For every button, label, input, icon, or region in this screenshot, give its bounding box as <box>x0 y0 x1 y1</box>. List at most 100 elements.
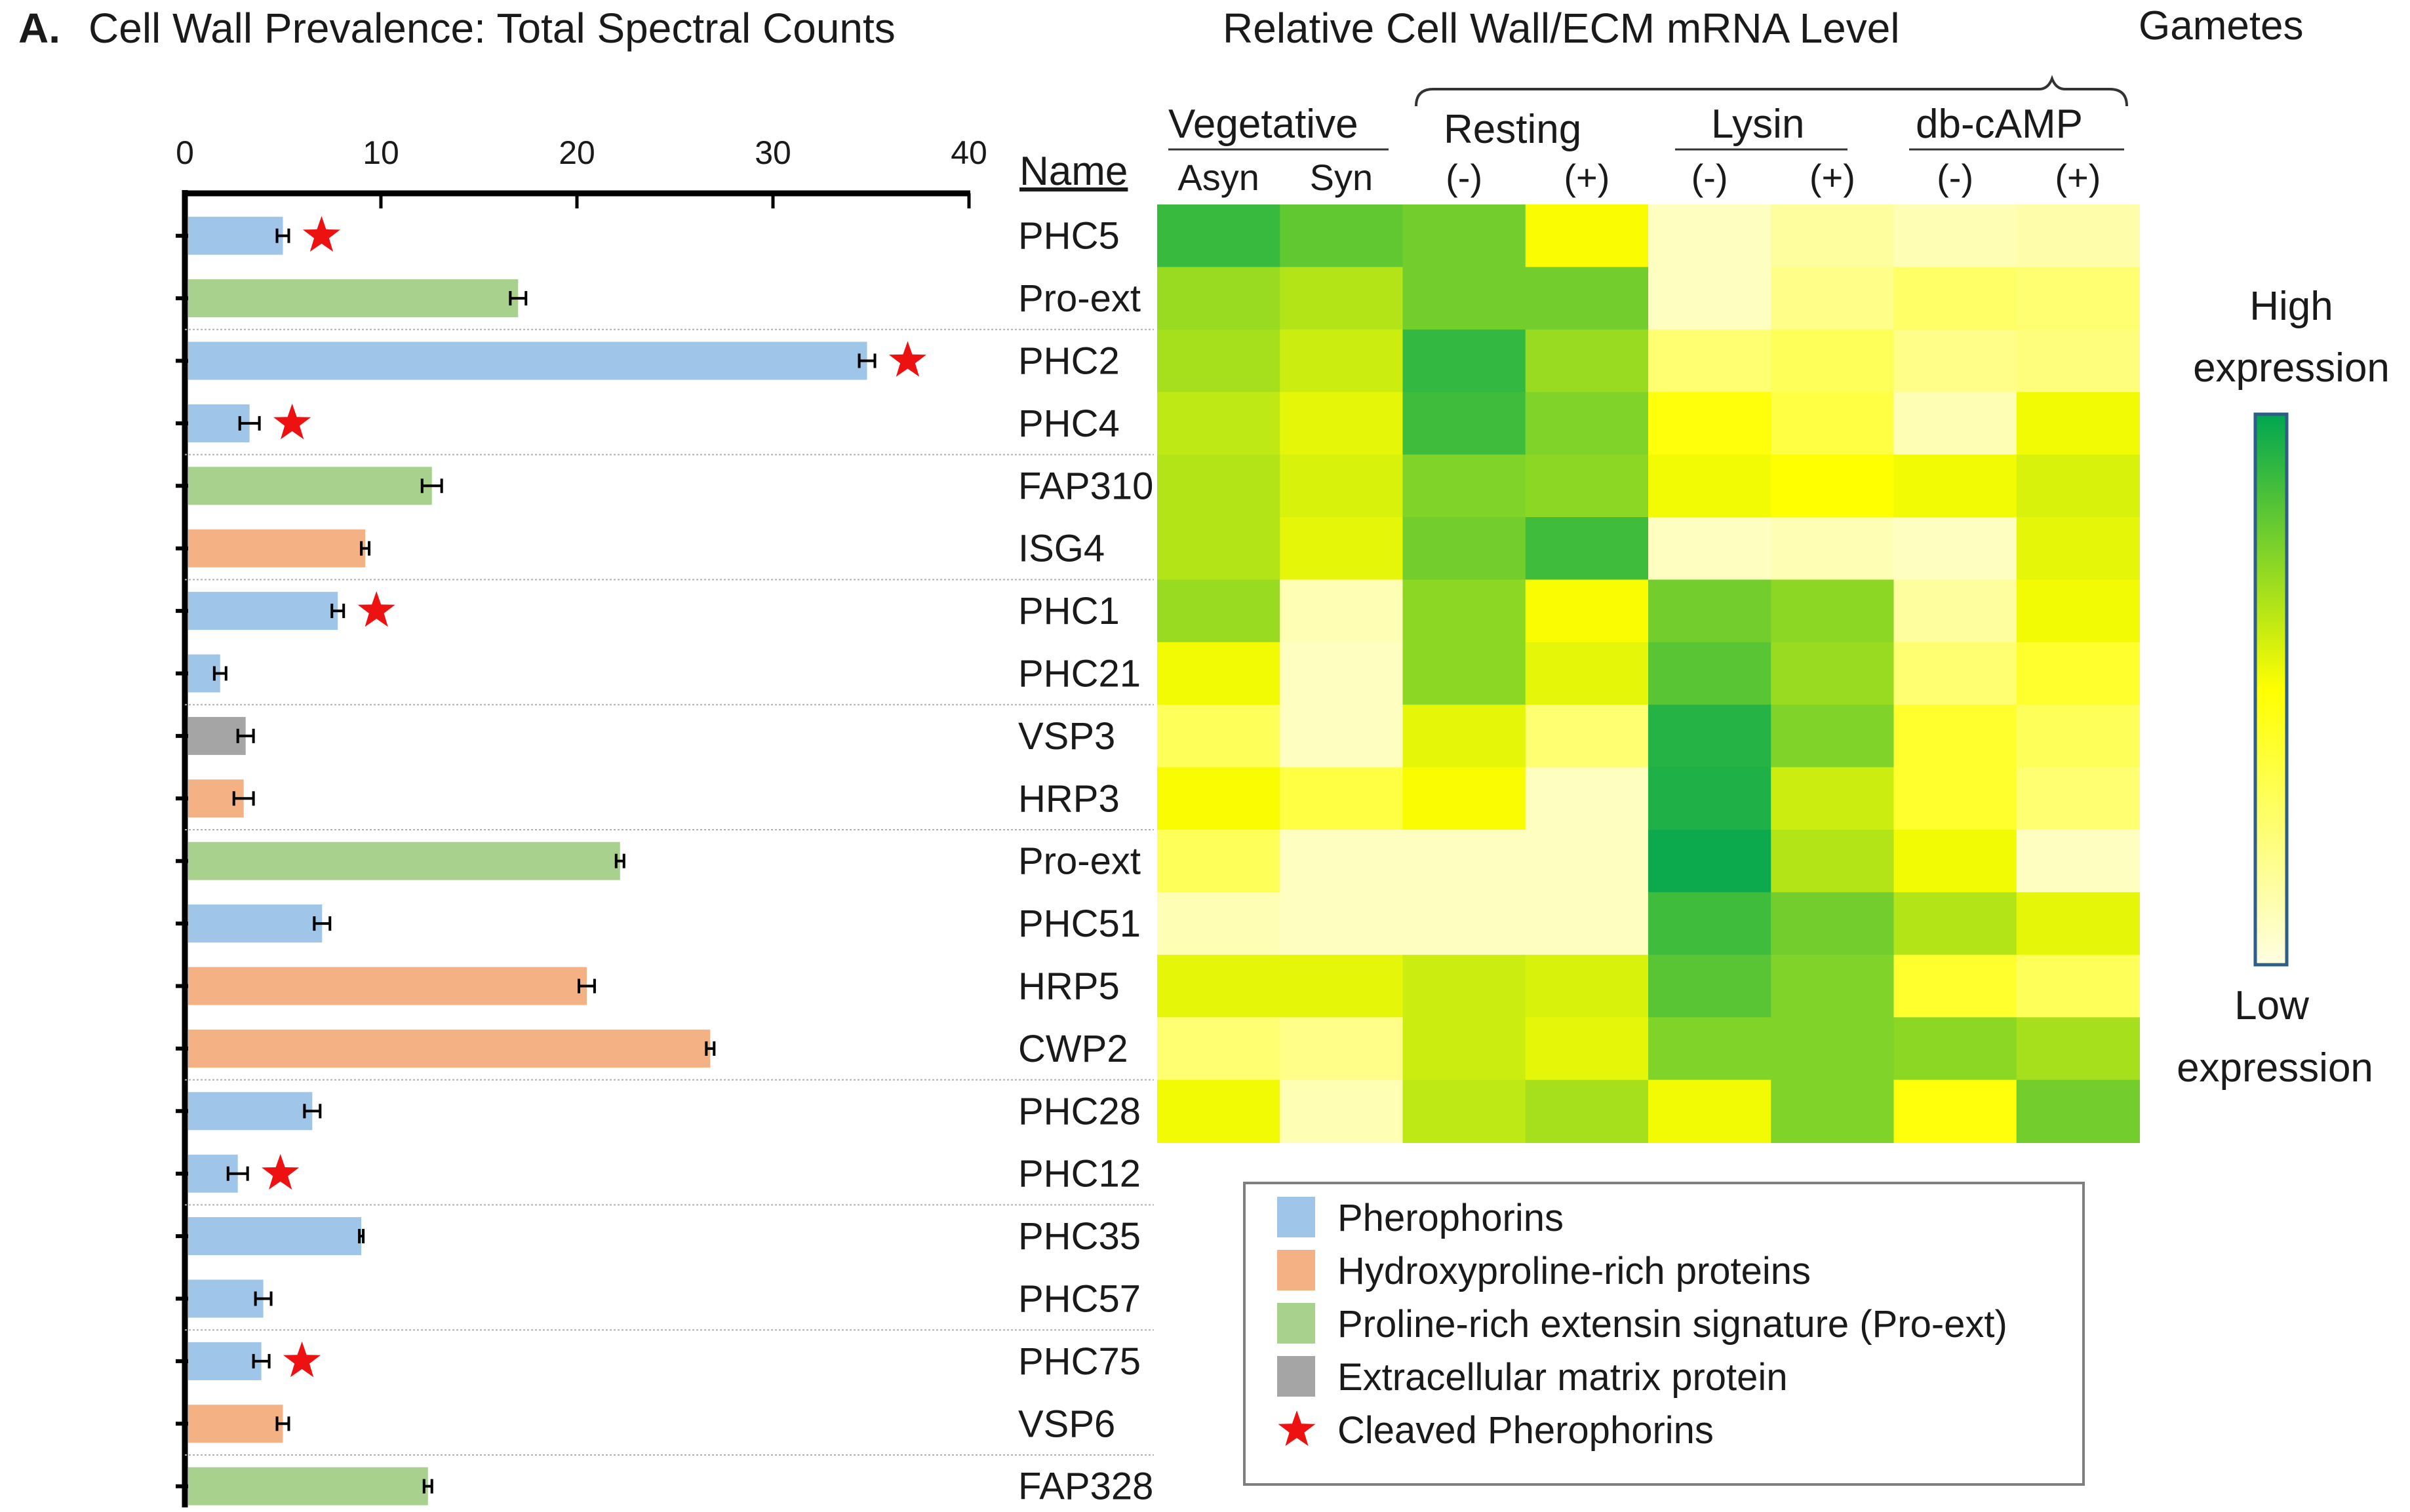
heatmap-cell <box>1280 204 1404 268</box>
heatmap-cell <box>1402 705 1526 768</box>
heatmap-cell <box>1648 1017 1772 1081</box>
heatmap-cell <box>1525 705 1649 768</box>
heatmap-cell <box>1525 830 1649 893</box>
cleaved-star-icon <box>357 591 395 627</box>
heatmap-cell <box>2016 517 2140 581</box>
heatmap-cell <box>2016 642 2140 706</box>
heatmap-cell <box>1648 642 1772 706</box>
protein-name-label: PHC51 <box>1018 902 1141 945</box>
x-tick-label: 40 <box>951 134 987 171</box>
heatmap-cell <box>1525 267 1649 330</box>
heatmap-cell <box>1157 579 1281 643</box>
heatmap-cell <box>1402 954 1526 1018</box>
bar-phc5 <box>188 216 283 255</box>
heatmap-cell <box>1525 642 1649 706</box>
heatmap-cell <box>1157 204 1281 268</box>
cleaved-star-icon <box>283 1341 321 1378</box>
heatmap-cell <box>1525 1017 1649 1081</box>
group-header-vegetative: Vegetative <box>1168 102 1358 147</box>
heatmap-cell <box>1280 1017 1404 1081</box>
heatmap-cell <box>1525 454 1649 518</box>
protein-name-label: Pro-ext <box>1018 277 1141 320</box>
protein-name-label: PHC2 <box>1018 340 1120 383</box>
heatmap-cell <box>1525 329 1649 393</box>
bar-phc75 <box>188 1342 262 1380</box>
heatmap-cell <box>1525 954 1649 1018</box>
bar-hrp5 <box>188 967 587 1005</box>
protein-name-label: FAP328 <box>1018 1465 1153 1508</box>
bar-pro-ext <box>188 842 620 880</box>
legend-star-icon <box>1278 1410 1316 1446</box>
legend: Pherophorins Hydroxyproline-rich proteins… <box>1243 1182 2085 1486</box>
heatmap-cell <box>1648 954 1772 1018</box>
heatmap-cell <box>1771 767 1895 830</box>
heatmap-column-label: (-) <box>1691 157 1728 198</box>
bar-fap310 <box>188 467 432 505</box>
heatmap-cell <box>1893 392 2017 456</box>
heatmap-cell <box>1893 204 2017 268</box>
legend-swatch <box>1277 1356 1315 1397</box>
heatmap-cell <box>1402 454 1526 518</box>
bar-series <box>188 216 926 1505</box>
legend-label: Cleaved Pherophorins <box>1337 1409 1714 1452</box>
heatmap-cell <box>1771 954 1895 1018</box>
heatmap-column-labels: Asyn Syn (-) (+) (-) (+) (-) (+) <box>1177 157 2101 198</box>
protein-name-column: Name PHC5 Pro-ext PHC2 PHC4 FAP310 ISG4 PHC1 PH… <box>1018 149 1153 1508</box>
name-column-header: Name <box>1019 149 1128 194</box>
protein-name-label: PHC4 <box>1018 402 1120 445</box>
heatmap-cell <box>1402 204 1526 268</box>
heatmap-cell <box>1157 892 1281 956</box>
heatmap-cell <box>1893 642 2017 706</box>
protein-name-label: CWP2 <box>1018 1028 1128 1070</box>
heatmap-cell <box>1280 892 1404 956</box>
heatmap-cell <box>1402 1017 1526 1081</box>
protein-name-label: VSP3 <box>1018 715 1115 758</box>
heatmap-cell <box>1157 517 1281 581</box>
heatmap-cell <box>1402 642 1526 706</box>
protein-name-label: PHC28 <box>1018 1090 1141 1133</box>
group-header-gametes: Gametes <box>2139 3 2304 48</box>
panel-letter: A. <box>18 5 60 52</box>
protein-name-label: HRP3 <box>1018 777 1120 820</box>
heatmap-cell <box>1280 705 1404 768</box>
bar-vsp3 <box>188 716 246 755</box>
heatmap-cell <box>2016 830 2140 893</box>
heatmap-cell <box>1771 454 1895 518</box>
bar-phc35 <box>188 1217 362 1256</box>
bar-phc57 <box>188 1279 264 1318</box>
heatmap-cell <box>1771 329 1895 393</box>
heatmap-cell <box>1402 1079 1526 1143</box>
heatmap-cell <box>1402 392 1526 456</box>
legend-label: Proline-rich extensin signature (Pro-ext… <box>1337 1303 2007 1346</box>
heatmap-cell <box>1525 767 1649 830</box>
heatmap-column-label: (-) <box>1937 157 1973 198</box>
heatmap-cell <box>1893 954 2017 1018</box>
heatmap-cell <box>1280 454 1404 518</box>
heatmap-cell <box>1771 517 1895 581</box>
heatmap-cell <box>2016 392 2140 456</box>
heatmap-cell <box>1893 329 2017 393</box>
legend-label: Hydroxyproline-rich proteins <box>1337 1250 1811 1292</box>
heatmap-cells <box>1157 204 2140 1143</box>
heatmap-cell <box>1893 267 2017 330</box>
heatmap-cell <box>1402 767 1526 830</box>
heatmap-cell <box>2016 267 2140 330</box>
cleaved-star-icon <box>273 403 311 440</box>
heatmap-cell <box>1771 1017 1895 1081</box>
heatmap-cell <box>1402 267 1526 330</box>
cleaved-star-icon <box>262 1153 300 1190</box>
heatmap-cell <box>1771 204 1895 268</box>
bar-vsp6 <box>188 1405 283 1443</box>
heatmap-cell <box>1771 579 1895 643</box>
bar-isg4 <box>188 529 366 568</box>
heatmap-column-label: (+) <box>1809 157 1855 198</box>
bar-chart-title: Cell Wall Prevalence: Total Spectral Cou… <box>89 5 896 52</box>
heatmap-cell <box>1525 204 1649 268</box>
heatmap-cell <box>1771 642 1895 706</box>
heatmap-cell <box>1280 1079 1404 1143</box>
heatmap-cell <box>1280 642 1404 706</box>
heatmap-cell <box>1280 267 1404 330</box>
x-tick-label: 30 <box>755 134 791 171</box>
protein-name-label: PHC21 <box>1018 653 1141 695</box>
heatmap-cell <box>1893 705 2017 768</box>
